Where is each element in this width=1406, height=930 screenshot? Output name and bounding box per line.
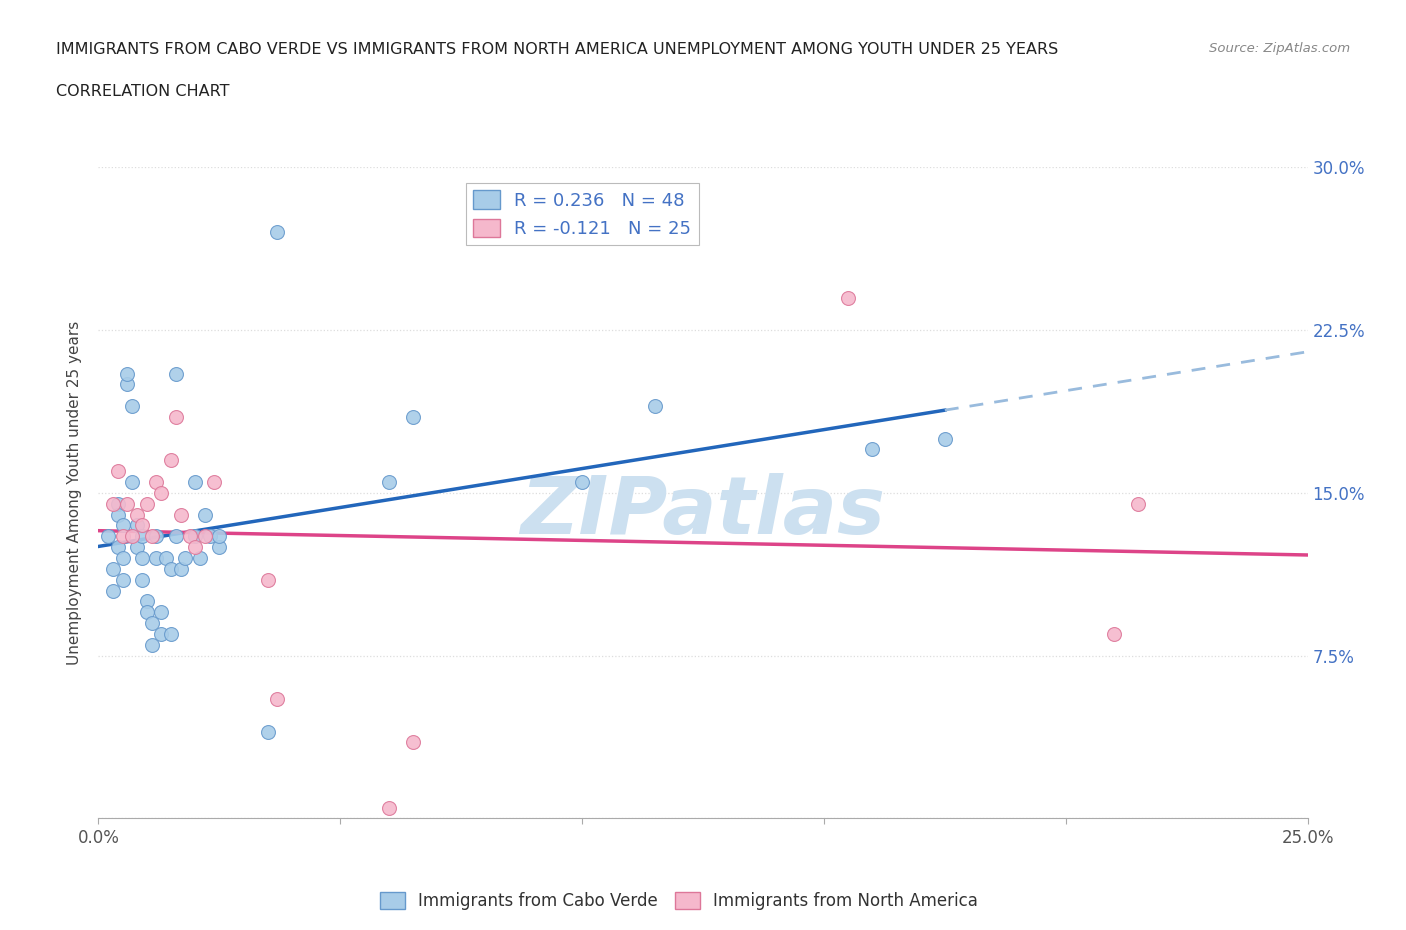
Point <box>117 377 139 392</box>
Point <box>860 442 883 457</box>
Point <box>150 485 173 500</box>
Point <box>107 539 129 554</box>
Point <box>101 562 124 577</box>
Point <box>131 572 153 587</box>
Point <box>117 366 139 381</box>
Point <box>165 409 187 424</box>
Point <box>194 529 217 544</box>
Point <box>571 474 593 489</box>
Point <box>165 366 187 381</box>
Point <box>266 225 288 240</box>
Point <box>402 409 425 424</box>
Point <box>174 551 197 565</box>
Point <box>208 529 231 544</box>
Point <box>111 551 134 565</box>
Point <box>97 529 120 544</box>
Point <box>165 529 187 544</box>
Point <box>377 474 399 489</box>
Point <box>266 692 288 707</box>
Point <box>169 507 191 522</box>
Point <box>127 518 149 533</box>
Point <box>111 518 134 533</box>
Point <box>117 497 139 512</box>
Point <box>837 290 859 305</box>
Point <box>131 518 153 533</box>
Point <box>155 551 177 565</box>
Point <box>179 529 201 544</box>
Point <box>160 562 183 577</box>
Point <box>107 464 129 479</box>
Y-axis label: Unemployment Among Youth under 25 years: Unemployment Among Youth under 25 years <box>67 321 83 665</box>
Point <box>160 453 183 468</box>
Text: ZIPatlas: ZIPatlas <box>520 473 886 551</box>
Point <box>644 399 666 414</box>
Text: CORRELATION CHART: CORRELATION CHART <box>56 84 229 99</box>
Point <box>135 604 157 619</box>
Point <box>204 474 226 489</box>
Point <box>184 539 207 554</box>
Point <box>145 474 167 489</box>
Point <box>131 529 153 544</box>
Point <box>256 572 278 587</box>
Point <box>141 637 163 652</box>
Point <box>135 497 157 512</box>
Point <box>107 507 129 522</box>
Point <box>121 399 143 414</box>
Point <box>127 539 149 554</box>
Point <box>141 616 163 631</box>
Point <box>131 551 153 565</box>
Point <box>402 735 425 750</box>
Legend: Immigrants from Cabo Verde, Immigrants from North America: Immigrants from Cabo Verde, Immigrants f… <box>373 885 984 917</box>
Point <box>121 529 143 544</box>
Point <box>169 562 191 577</box>
Point <box>135 594 157 609</box>
Point <box>256 724 278 739</box>
Point <box>198 529 221 544</box>
Text: Source: ZipAtlas.com: Source: ZipAtlas.com <box>1209 42 1350 55</box>
Point <box>141 529 163 544</box>
Point <box>184 529 207 544</box>
Point <box>1102 627 1125 642</box>
Point <box>184 474 207 489</box>
Point <box>160 627 183 642</box>
Point <box>150 604 173 619</box>
Point <box>101 497 124 512</box>
Text: IMMIGRANTS FROM CABO VERDE VS IMMIGRANTS FROM NORTH AMERICA UNEMPLOYMENT AMONG Y: IMMIGRANTS FROM CABO VERDE VS IMMIGRANTS… <box>56 42 1059 57</box>
Point <box>1128 497 1150 512</box>
Point <box>107 497 129 512</box>
Point <box>127 507 149 522</box>
Point <box>111 529 134 544</box>
Point <box>121 474 143 489</box>
Point <box>194 507 217 522</box>
Point <box>377 800 399 815</box>
Point <box>208 539 231 554</box>
Point <box>934 432 956 446</box>
Point <box>150 627 173 642</box>
Point <box>111 572 134 587</box>
Point <box>145 551 167 565</box>
Point <box>101 583 124 598</box>
Point <box>145 529 167 544</box>
Point <box>188 551 211 565</box>
